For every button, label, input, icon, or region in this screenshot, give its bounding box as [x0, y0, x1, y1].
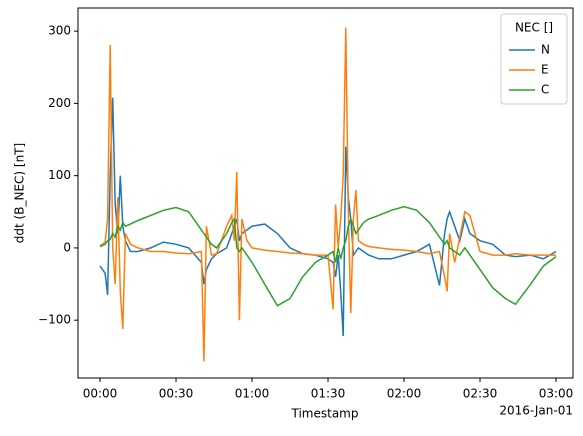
y-tick-label: 0 — [63, 240, 71, 254]
x-tick-label: 02:00 — [387, 387, 422, 401]
y-tick-label: 100 — [48, 168, 71, 182]
y-axis-label: ddt (B_NEC) [nT] — [13, 143, 27, 243]
x-offset-label: 2016-Jan-01 — [499, 404, 573, 418]
y-tick-label: 200 — [48, 96, 71, 110]
x-tick-label: 01:30 — [311, 387, 346, 401]
line-series — [99, 97, 557, 337]
legend-label: N — [541, 43, 550, 57]
x-tick-label: 01:00 — [235, 387, 270, 401]
x-tick-label: 02:30 — [463, 387, 498, 401]
legend-label: C — [541, 83, 549, 97]
legend-box — [500, 13, 568, 105]
y-tick-label: −100 — [38, 313, 71, 327]
x-tick-label: 03:00 — [539, 387, 574, 401]
line-series — [99, 205, 557, 307]
legend-title: NEC [] — [515, 21, 553, 35]
legend-label: E — [541, 63, 549, 77]
x-tick-label: 00:30 — [159, 387, 194, 401]
x-tick-label: 00:00 — [83, 387, 118, 401]
y-tick-label: 300 — [48, 24, 71, 38]
x-axis-label: Timestamp — [291, 407, 359, 421]
line-series — [99, 27, 556, 362]
plot-frame — [77, 7, 574, 379]
